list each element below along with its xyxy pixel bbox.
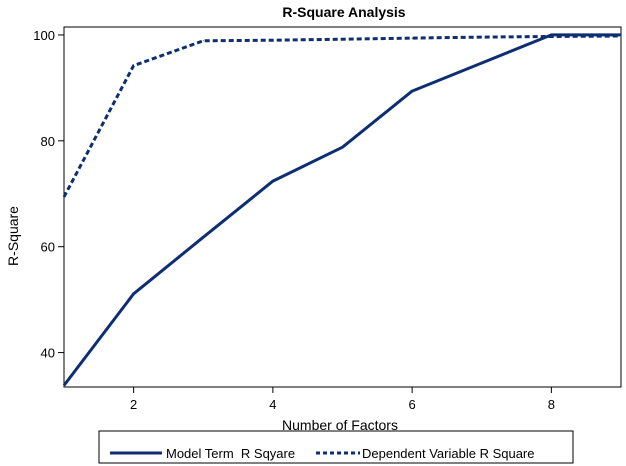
y-tick-label: 40 xyxy=(41,346,55,361)
series-layer xyxy=(62,33,622,387)
y-axis: 40 60 80 100 xyxy=(33,28,64,361)
data-point xyxy=(272,180,274,182)
y-tick-label: 60 xyxy=(41,240,55,255)
data-point xyxy=(550,36,552,38)
x-tick-label: 4 xyxy=(269,397,276,412)
plot-area xyxy=(63,26,622,388)
data-point xyxy=(133,65,135,67)
data-point xyxy=(481,36,483,38)
data-point xyxy=(342,38,343,40)
data-point xyxy=(63,196,65,198)
y-tick-label: 80 xyxy=(41,134,55,149)
data-point xyxy=(133,293,135,295)
data-point xyxy=(481,62,483,64)
data-point xyxy=(202,40,204,42)
x-tick-label: 8 xyxy=(548,397,555,412)
data-point xyxy=(620,34,622,36)
y-axis-label: R-Square xyxy=(5,206,21,266)
x-axis: 2 4 6 8 xyxy=(130,387,555,412)
chart-title: R-Square Analysis xyxy=(282,4,405,20)
x-tick-label: 6 xyxy=(409,397,416,412)
legend-box xyxy=(98,430,574,464)
legend: Model Term R Sqyare Dependent Variable R… xyxy=(98,430,574,464)
data-point xyxy=(342,146,343,148)
data-point xyxy=(411,90,413,92)
x-tick-label: 2 xyxy=(130,397,137,412)
data-point xyxy=(63,384,65,386)
data-point xyxy=(272,39,274,41)
data-point xyxy=(202,236,204,238)
data-point xyxy=(620,35,622,37)
legend-label-model-term: Model Term R Sqyare xyxy=(166,446,295,461)
y-tick-label: 100 xyxy=(33,28,55,43)
data-point xyxy=(411,37,413,39)
legend-label-dependent-variable: Dependent Variable R Square xyxy=(362,446,535,461)
x-axis-label: Number of Factors xyxy=(282,417,398,433)
